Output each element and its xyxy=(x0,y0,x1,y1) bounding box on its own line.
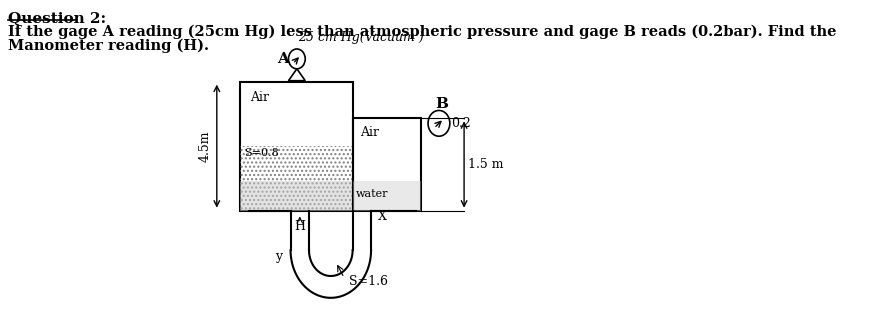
Text: Question 2:: Question 2: xyxy=(8,11,106,25)
Text: Manometer reading (H).: Manometer reading (H). xyxy=(8,39,209,53)
Text: 1.5 m: 1.5 m xyxy=(468,158,504,171)
Text: B: B xyxy=(435,97,449,110)
Text: 4.5m: 4.5m xyxy=(198,130,212,162)
Text: S=1.6: S=1.6 xyxy=(350,276,388,288)
Text: 0.2: 0.2 xyxy=(451,117,471,130)
Text: 25 cm Hg(Vacuum ): 25 cm Hg(Vacuum ) xyxy=(299,31,425,44)
Bar xyxy=(240,181,353,211)
Text: H: H xyxy=(294,220,305,233)
Text: Air: Air xyxy=(360,126,379,139)
Text: Air: Air xyxy=(250,91,269,104)
Text: A: A xyxy=(277,52,290,66)
Text: X: X xyxy=(378,210,386,223)
Bar xyxy=(353,181,420,211)
Text: S=0.8: S=0.8 xyxy=(244,148,278,158)
Text: y: y xyxy=(275,250,283,263)
Text: If the gage A reading (25cm Hg) less than atmospheric pressure and gage B reads : If the gage A reading (25cm Hg) less tha… xyxy=(8,24,837,38)
Text: water: water xyxy=(356,189,389,199)
Bar xyxy=(240,146,353,211)
